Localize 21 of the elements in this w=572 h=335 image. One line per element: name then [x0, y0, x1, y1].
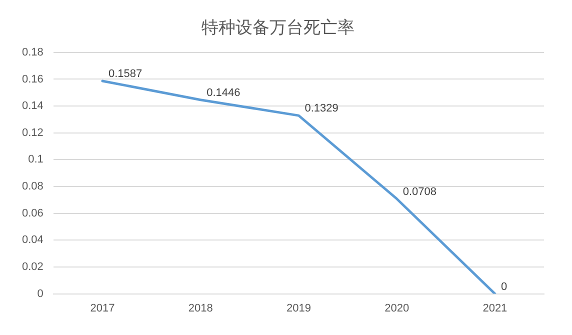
- y-tick-label: 0: [37, 288, 44, 300]
- y-tick-label: 0.08: [22, 180, 44, 193]
- y-tick-label: 0.12: [22, 126, 44, 139]
- data-label: 0.0708: [402, 186, 436, 198]
- y-tick-label: 0.18: [22, 46, 44, 58]
- y-tick-label: 0.16: [22, 73, 44, 86]
- data-label: 0.1329: [304, 102, 338, 115]
- chart-title: 特种设备万台死亡率: [202, 18, 354, 37]
- data-label: 0.1587: [108, 68, 142, 80]
- data-label: 0.1446: [206, 86, 240, 99]
- x-tick-label: 2017: [90, 302, 115, 314]
- y-tick-label: 0.06: [22, 207, 44, 220]
- x-tick-label: 2021: [482, 302, 508, 314]
- x-tick-label: 2019: [286, 302, 311, 314]
- y-tick-label: 0.14: [22, 100, 44, 112]
- y-tick-label: 0.1: [28, 154, 44, 166]
- y-tick-label: 0.04: [22, 234, 44, 246]
- data-label: 0: [500, 280, 508, 293]
- y-tick-label: 0.02: [22, 261, 44, 274]
- x-tick-label: 2020: [384, 302, 410, 314]
- x-tick-label: 2018: [188, 302, 213, 314]
